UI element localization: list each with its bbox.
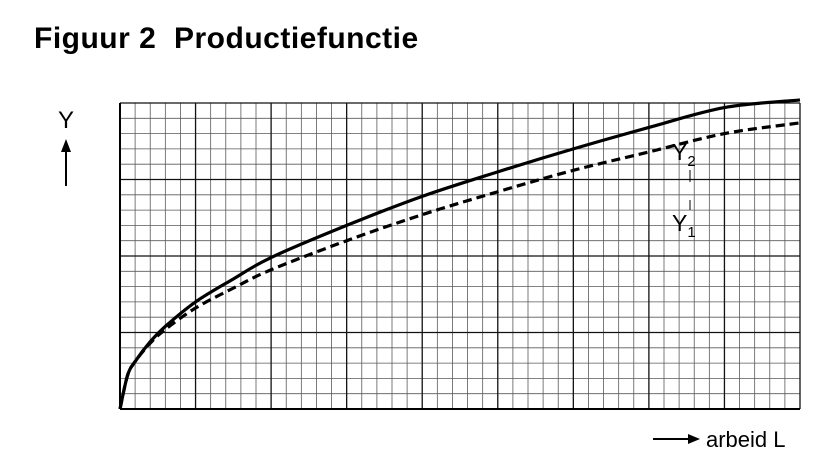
series-label-y1-sub: 1 <box>687 224 695 241</box>
series-label-y1: Y1 <box>672 210 696 241</box>
series-line-y2 <box>118 98 801 410</box>
series-layer <box>118 98 801 410</box>
series-label-y2-main: Y <box>672 139 687 165</box>
y-axis-arrow-icon <box>61 139 71 186</box>
y-axis-label: Y <box>58 107 74 134</box>
series-label-y2-sub: 2 <box>687 153 695 170</box>
series-label-y2: Y2 <box>672 139 696 170</box>
x-axis-arrow-icon <box>653 434 700 444</box>
axes <box>119 103 800 410</box>
series-label-y1-main: Y <box>672 210 687 236</box>
figure-title: Figuur 2 Productiefunctie <box>34 22 419 55</box>
x-axis-label: arbeid L <box>706 427 786 452</box>
series-line-y1 <box>118 121 801 410</box>
